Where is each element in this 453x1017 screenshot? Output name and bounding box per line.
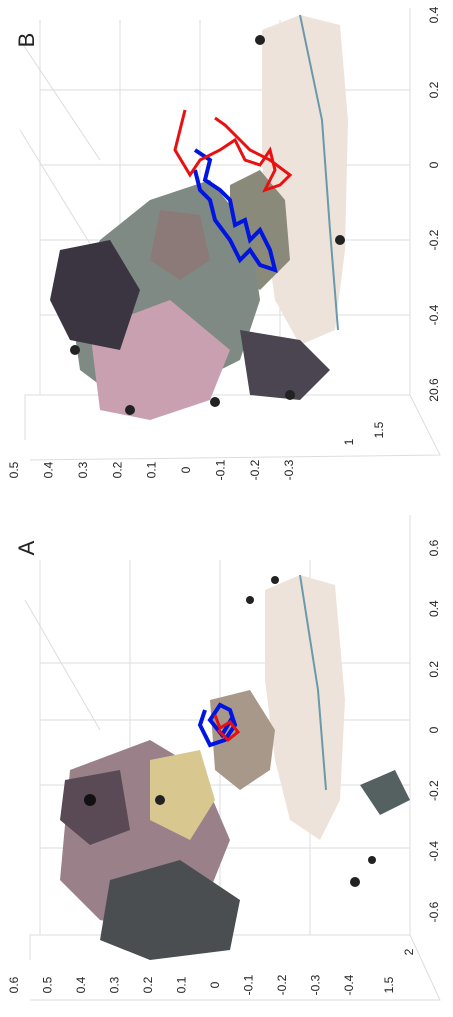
z-tick-label: -0.4 — [342, 974, 356, 995]
z-tick-label: 0.4 — [74, 976, 88, 993]
x-tick-label: 0.6 — [427, 539, 441, 556]
x-tick-label: -0.2 — [427, 229, 441, 250]
x-tick-label: 0 — [427, 726, 441, 733]
z-tick-label: 0.6 — [7, 976, 21, 993]
z-tick-label: 0.1 — [175, 976, 189, 993]
z-tick-label: 0 — [208, 981, 222, 988]
x-tick-label: 0.2 — [427, 661, 441, 678]
x-tick-label: 0 — [427, 161, 441, 168]
z-tick-label: 0.4 — [42, 461, 56, 478]
x-tick-label: 20.6 — [427, 378, 441, 402]
depth-tick-label: 1.5 — [382, 976, 396, 993]
z-tick-label: -0.3 — [282, 459, 296, 480]
x-tick-label: 0.2 — [427, 81, 441, 98]
point-cloud-a — [60, 575, 410, 960]
depth-tick-label: 1 — [342, 438, 356, 445]
z-tick-label: 0.3 — [76, 461, 90, 478]
point-cloud-b — [50, 15, 348, 420]
x-tick-label: -0.6 — [427, 901, 441, 922]
z-tick-label: 0.2 — [110, 461, 124, 478]
x-tick-label: -0.4 — [427, 304, 441, 325]
x-tick-label: -0.2 — [427, 780, 441, 801]
z-tick-label: 0.5 — [41, 976, 55, 993]
z-tick-label: -0.1 — [242, 974, 256, 995]
z-tick-label: 0.2 — [141, 976, 155, 993]
z-tick-label: 0.1 — [145, 461, 159, 478]
x-tick-label: 0.4 — [427, 6, 441, 23]
z-tick-label: 0 — [179, 466, 193, 473]
z-tick-label: -0.2 — [275, 974, 289, 995]
z-tick-label: -0.3 — [309, 974, 323, 995]
figure: B0.40.20-0.2-0.420.60.50.40.30.20.10-0.1… — [0, 0, 453, 1017]
z-tick-label: 0.5 — [7, 461, 21, 478]
z-tick-label: -0.1 — [213, 459, 227, 480]
depth-tick-label: 1.5 — [372, 421, 386, 438]
z-tick-label: -0.2 — [248, 459, 262, 480]
x-tick-label: -0.4 — [427, 841, 441, 862]
panel-label: B — [14, 33, 39, 48]
z-tick-label: 0.3 — [108, 976, 122, 993]
x-tick-label: 0.4 — [427, 600, 441, 617]
depth-tick-label: 2 — [402, 948, 416, 955]
panel-label: A — [14, 540, 39, 555]
